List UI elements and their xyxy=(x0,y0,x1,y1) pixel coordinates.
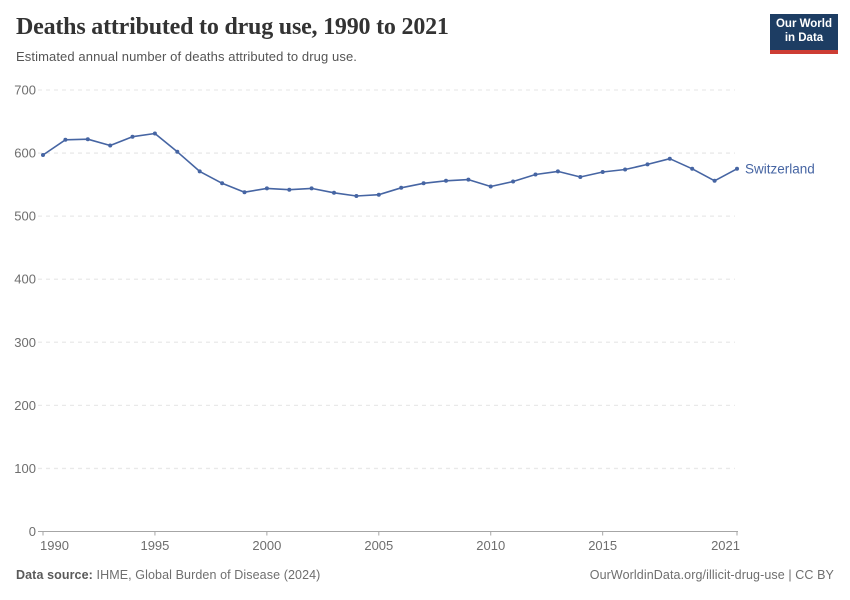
data-point xyxy=(354,194,359,198)
owid-credit-link[interactable]: OurWorldinData.org/illicit-drug-use | CC… xyxy=(589,568,834,582)
y-tick-label: 300 xyxy=(14,335,36,350)
data-point xyxy=(220,181,225,186)
chart-footer: Data source: IHME, Global Burden of Dise… xyxy=(16,568,834,582)
chart-subtitle: Estimated annual number of deaths attrib… xyxy=(16,48,358,64)
data-point xyxy=(152,131,157,136)
x-tick-label: 2000 xyxy=(252,538,281,553)
data-point xyxy=(376,192,381,197)
owid-logo[interactable]: Our World in Data xyxy=(770,14,838,54)
logo-line1: Our World xyxy=(775,18,832,30)
data-source-text: IHME, Global Burden of Disease (2024) xyxy=(96,568,321,582)
data-point xyxy=(85,137,90,142)
data-point xyxy=(600,170,605,174)
data-point xyxy=(735,166,739,171)
data-point xyxy=(399,185,404,190)
x-tick-label: 1990 xyxy=(40,538,69,553)
data-point xyxy=(175,149,180,154)
data-point xyxy=(41,153,45,157)
data-point xyxy=(645,162,650,167)
data-point xyxy=(667,156,672,161)
data-point xyxy=(511,179,516,184)
data-point xyxy=(466,177,471,182)
data-point xyxy=(287,187,292,192)
data-point xyxy=(108,143,113,148)
y-tick-label: 600 xyxy=(14,146,36,161)
data-point xyxy=(712,178,717,183)
x-tick-label: 2010 xyxy=(476,538,505,553)
chart-header: Deaths attributed to drug use, 1990 to 2… xyxy=(16,14,834,64)
x-tick-label: 1995 xyxy=(140,538,169,553)
data-point xyxy=(242,190,247,195)
data-point xyxy=(578,175,583,179)
data-point xyxy=(690,166,695,171)
y-tick-label: 100 xyxy=(14,461,36,476)
x-tick-label: 2015 xyxy=(588,538,617,553)
data-point xyxy=(555,169,560,174)
y-tick-label: 0 xyxy=(29,524,36,539)
y-tick-label: 200 xyxy=(14,398,36,413)
data-source-label: Data source: xyxy=(16,568,93,582)
y-tick-label: 400 xyxy=(14,272,36,287)
data-point xyxy=(130,134,135,139)
data-point xyxy=(309,186,314,191)
data-point xyxy=(264,186,269,191)
data-point xyxy=(63,137,68,142)
trend-line xyxy=(42,132,738,197)
data-point xyxy=(444,178,448,183)
x-tick-label: 2021 xyxy=(711,538,740,553)
chart-title: Deaths attributed to drug use, 1990 to 2… xyxy=(16,14,449,40)
data-point xyxy=(197,169,202,174)
data-point xyxy=(623,167,628,172)
data-point xyxy=(488,184,493,189)
series-label: Switzerland xyxy=(745,161,815,176)
x-tick-label: 2005 xyxy=(364,538,393,553)
y-tick-label: 700 xyxy=(14,83,36,98)
logo-line2: in Data xyxy=(784,32,824,44)
y-tick-label: 500 xyxy=(14,209,36,224)
data-point xyxy=(332,190,336,195)
data-point xyxy=(533,172,538,177)
data-source: Data source: IHME, Global Burden of Dise… xyxy=(16,568,320,582)
data-point xyxy=(421,181,426,186)
